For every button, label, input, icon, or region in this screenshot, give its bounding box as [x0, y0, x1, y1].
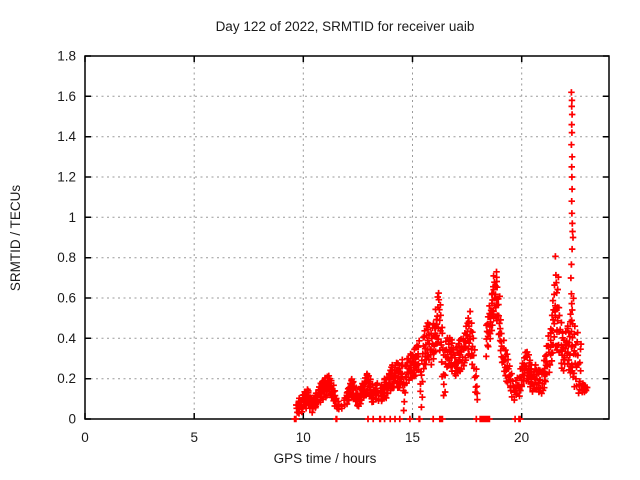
y-tick-label: 1.8	[57, 49, 76, 64]
grid-layer	[85, 56, 609, 419]
x-tick-label: 20	[514, 430, 529, 445]
chart-title: Day 122 of 2022, SRMTID for receiver uai…	[216, 19, 475, 34]
x-tick-label: 0	[81, 430, 89, 445]
y-tick-label: 1.6	[57, 89, 76, 104]
x-tick-label: 15	[405, 430, 420, 445]
y-tick-label: 1	[68, 210, 76, 225]
y-tick-label: 1.4	[57, 129, 76, 144]
y-tick-label: 1.2	[57, 170, 76, 185]
y-axis-label: SRMTID / TECUs	[8, 185, 23, 292]
y-tick-label: 0.6	[57, 291, 76, 306]
x-tick-label: 10	[296, 430, 311, 445]
y-tick-label: 0.2	[57, 371, 76, 386]
plot-border	[84, 55, 610, 420]
plot-frame	[84, 55, 610, 420]
data-points	[291, 89, 591, 423]
x-tick-label: 5	[190, 430, 198, 445]
y-tick-label: 0.8	[57, 250, 76, 265]
y-tick-label: 0.4	[57, 331, 76, 346]
tick-labels: 0 5 10 15 20 0 0.2 0.4 0.6 0.8 1 1.2 1.4 1.6 1.8	[57, 49, 529, 446]
gridlines	[85, 56, 609, 419]
srmtid-scatter-markers	[291, 89, 591, 423]
x-axis-label: GPS time / hours	[274, 451, 377, 466]
axis-ticks	[84, 55, 609, 420]
y-tick-label: 0	[68, 412, 76, 427]
